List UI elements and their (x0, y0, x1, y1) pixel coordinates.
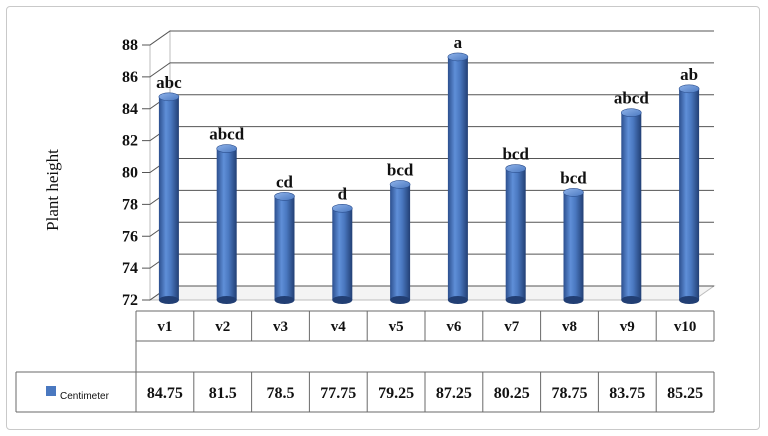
y-tick-label: 74 (122, 260, 138, 277)
bar-body (621, 112, 642, 300)
bar-body (447, 56, 468, 300)
bar (505, 164, 527, 304)
significance-letter: a (454, 33, 463, 52)
x-tick-label: v5 (389, 319, 404, 335)
bar (563, 188, 584, 304)
significance-letter: cd (276, 172, 294, 191)
legend-label: Centimeter (60, 391, 110, 402)
bar-body (679, 88, 700, 300)
y-tick-label: 72 (122, 292, 138, 309)
data-value-label: 85.25 (667, 385, 703, 402)
x-tick-label: v7 (504, 319, 520, 335)
significance-letter: bcd (560, 168, 587, 187)
x-tick-label: v10 (674, 319, 697, 335)
bar-top (274, 192, 295, 201)
bar-base (505, 296, 526, 304)
data-value-label: 80.25 (494, 385, 530, 402)
data-value-label: 78.75 (552, 385, 588, 402)
bar-body (563, 192, 584, 300)
bar-top (505, 164, 527, 173)
x-tick-label: v1 (157, 319, 172, 335)
bar (216, 144, 237, 304)
bar-base (216, 296, 237, 304)
x-tick-label: v4 (331, 319, 347, 335)
data-value-label: 87.25 (436, 385, 472, 402)
gridline (142, 30, 714, 46)
data-value-label: 83.75 (609, 385, 645, 402)
bar-base (390, 296, 411, 304)
bar-body (216, 148, 237, 300)
x-tick-label: v9 (620, 319, 635, 335)
bar (620, 108, 642, 304)
bar-top (331, 204, 353, 213)
significance-letter: bcd (387, 160, 414, 179)
bar-top (389, 180, 411, 189)
y-tick-label: 80 (122, 165, 138, 182)
bar-body (332, 208, 353, 300)
significance-letter: ab (680, 65, 698, 84)
significance-letter: d (338, 184, 348, 203)
y-axis-title: Plant height (43, 149, 62, 231)
significance-letter: abc (156, 73, 182, 92)
data-table: v1 v2 v3 v4 v5 v6 v7 v8 v9 v10 Centimeter 84.75 81.5… (15, 310, 715, 413)
bar-top (158, 92, 180, 102)
gridline (142, 62, 714, 78)
bar-base (447, 296, 468, 304)
y-tick-label: 84 (122, 101, 138, 118)
bar-top (447, 52, 469, 62)
x-tick-label: v2 (215, 319, 230, 335)
bar-base (679, 296, 700, 304)
bar-top (620, 108, 642, 118)
y-tick-label: 82 (122, 133, 138, 150)
data-value-label: 77.75 (320, 385, 356, 402)
bar-base (563, 296, 584, 304)
y-tick-label: 76 (122, 228, 138, 245)
x-tick-label: v6 (446, 319, 462, 335)
data-value-label: 81.5 (209, 385, 237, 402)
x-tick-label: v8 (562, 319, 577, 335)
y-tick-label: 78 (122, 196, 138, 213)
x-tick-label: v3 (273, 319, 288, 335)
bar-top (678, 84, 700, 94)
bar-body (390, 184, 411, 300)
bar (331, 204, 353, 304)
data-value-label: 84.75 (147, 385, 183, 402)
bar-base (332, 296, 353, 304)
bar-body (505, 168, 526, 300)
legend-swatch (46, 386, 56, 396)
bar (274, 192, 295, 304)
bar-top (216, 144, 237, 153)
significance-letter: abcd (614, 89, 650, 108)
bar-body (158, 96, 179, 300)
bar-base (274, 296, 295, 304)
bar-body (274, 196, 295, 300)
y-tick-label: 86 (122, 69, 138, 86)
bar-base (621, 296, 642, 304)
bar (678, 84, 700, 304)
y-tick-label: 88 (122, 37, 138, 54)
significance-letter: bcd (502, 145, 529, 164)
bar (447, 52, 469, 304)
data-value-label: 79.25 (378, 385, 414, 402)
bar-top (563, 188, 584, 197)
bar (158, 92, 180, 304)
bar (389, 180, 411, 304)
bar-base (158, 296, 179, 304)
significance-letter: abcd (209, 125, 245, 144)
y-tick-labels: 72 74 76 78 80 82 84 86 88 (122, 37, 138, 309)
data-value-label: 78.5 (267, 385, 295, 402)
bars (158, 52, 700, 304)
